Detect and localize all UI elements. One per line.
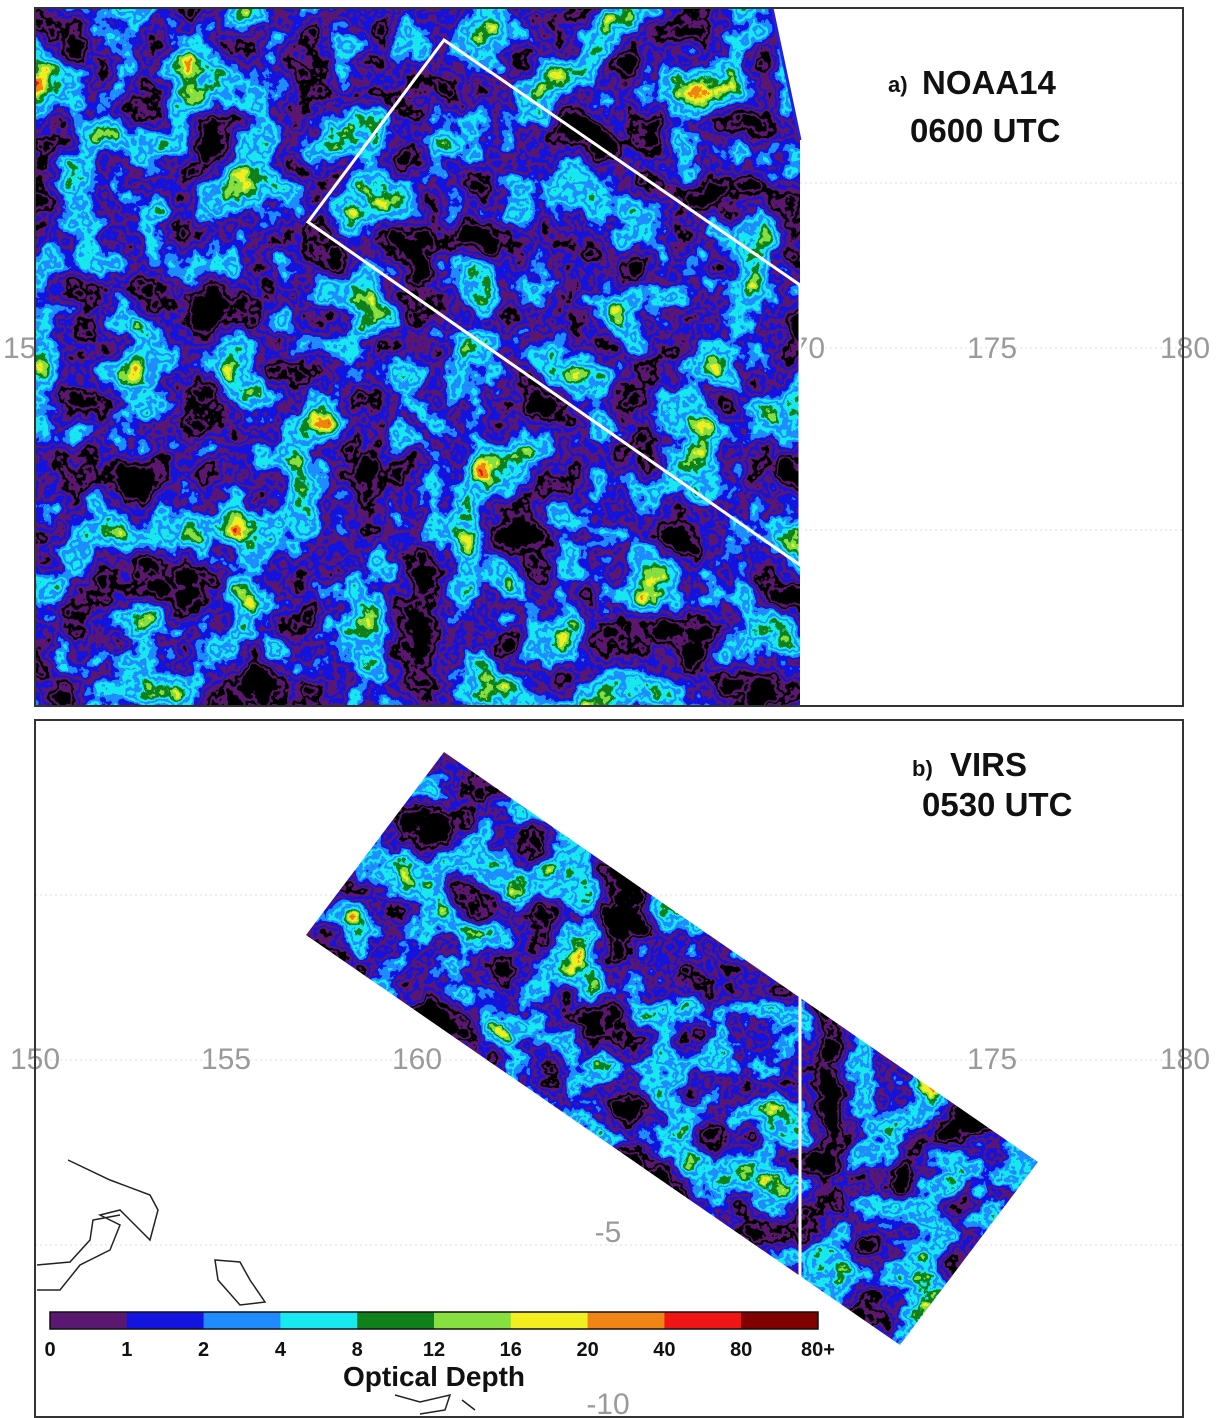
colorbar-segment	[588, 1312, 665, 1329]
satellite-name: NOAA14	[922, 64, 1057, 101]
colorbar-segment	[357, 1312, 434, 1329]
panel-label: b)	[912, 756, 933, 781]
lon-label: 180	[1160, 1043, 1210, 1076]
panel-label: a)	[888, 72, 908, 97]
satellite-image	[35, 8, 800, 706]
lon-label: 155	[201, 1043, 251, 1076]
colorbar-title: Optical Depth	[343, 1361, 525, 1392]
colorbar-segment	[127, 1312, 204, 1329]
colorbar-segment	[280, 1312, 357, 1329]
colorbar-tick-label: 0	[44, 1339, 55, 1361]
lat-label: -10	[586, 1388, 629, 1418]
colorbar-tick-label: 80	[730, 1339, 752, 1361]
time: 0530 UTC	[922, 786, 1072, 823]
lon-label: 160	[392, 1043, 442, 1076]
colorbar-tick-label: 16	[500, 1339, 522, 1361]
colorbar-tick-label: 20	[576, 1339, 598, 1361]
colorbar-segment	[434, 1312, 511, 1329]
colorbar-tick-label: 80+	[801, 1339, 835, 1361]
lon-label: 175	[967, 1043, 1017, 1076]
colorbar-tick-label: 12	[423, 1339, 445, 1361]
panel-a: 150 170 175 180 a) NOAA14 0600 UTC	[3, 8, 1210, 706]
colorbar-segment	[50, 1312, 127, 1329]
colorbar-tick-label: 40	[653, 1339, 675, 1361]
colorbar-segment	[741, 1312, 818, 1329]
time: 0600 UTC	[910, 112, 1060, 149]
lon-label: 180	[1160, 332, 1210, 365]
colorbar-tick-label: 1	[121, 1339, 132, 1361]
colorbar-tick-label: 2	[198, 1339, 209, 1361]
lon-label: 175	[967, 332, 1017, 365]
colorbar-segment	[664, 1312, 741, 1329]
satellite-name: VIRS	[950, 746, 1027, 783]
lat-label: -5	[595, 1216, 622, 1249]
colorbar-tick-label: 4	[275, 1339, 287, 1361]
colorbar-segment	[204, 1312, 281, 1329]
colorbar-segment	[511, 1312, 588, 1329]
colorbar-tick-label: 8	[352, 1339, 363, 1361]
figure: 150 170 175 180 a) NOAA14 0600 UTC 150 1…	[0, 0, 1221, 1418]
